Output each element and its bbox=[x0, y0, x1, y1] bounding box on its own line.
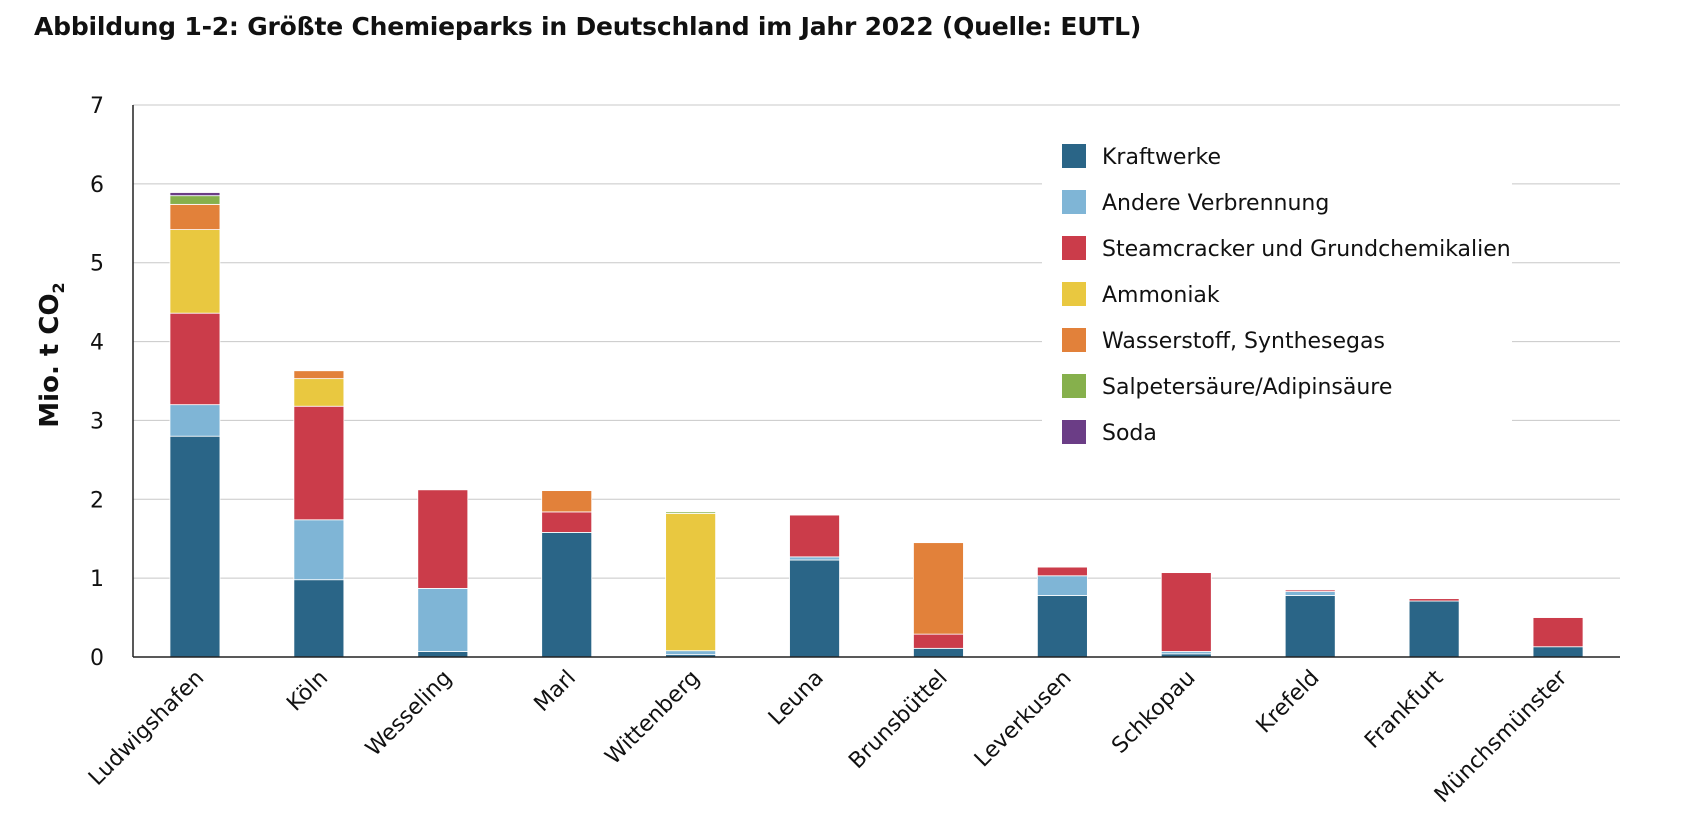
x-tick-label: Münchsmünster bbox=[1430, 665, 1573, 808]
bar-segment bbox=[541, 490, 593, 513]
y-tick-label: 2 bbox=[90, 488, 104, 513]
x-tick-label: Leverkusen bbox=[970, 666, 1077, 773]
bar-segment bbox=[1532, 646, 1584, 658]
bar-segment bbox=[665, 650, 717, 656]
bar-segment bbox=[1284, 589, 1336, 592]
legend-label: Salpetersäure/Adipinsäure bbox=[1102, 375, 1392, 400]
x-tick-label: Wittenberg bbox=[601, 666, 705, 770]
bar-segment bbox=[1408, 598, 1460, 602]
legend-swatch bbox=[1062, 236, 1086, 260]
legend-swatch bbox=[1062, 328, 1086, 352]
bar-segment bbox=[417, 587, 469, 652]
x-tick-label: Marl bbox=[530, 666, 581, 717]
y-tick-label: 0 bbox=[90, 646, 104, 671]
bar-segment bbox=[789, 556, 840, 561]
x-tick-label: Krefeld bbox=[1252, 666, 1325, 739]
bar-segment bbox=[169, 203, 221, 230]
x-tick-label: Brunsbüttel bbox=[844, 666, 952, 774]
x-tick-label: Ludwigshafen bbox=[84, 666, 209, 791]
x-tick-label: Schkopau bbox=[1107, 666, 1200, 759]
legend-swatch bbox=[1062, 420, 1086, 444]
bar-segment bbox=[1160, 572, 1212, 652]
bar-segment bbox=[1036, 566, 1088, 577]
legend-background bbox=[1042, 122, 1512, 454]
legend-label: Steamcracker und Grundchemikalien bbox=[1102, 237, 1511, 262]
legend-label: Andere Verbrennung bbox=[1102, 191, 1329, 216]
y-tick-label: 5 bbox=[90, 252, 104, 277]
bars bbox=[169, 192, 1584, 658]
bar-segment bbox=[1284, 591, 1336, 596]
x-tick-label: Leuna bbox=[764, 666, 829, 731]
bar-segment bbox=[293, 370, 345, 380]
legend-label: Soda bbox=[1102, 421, 1157, 446]
y-tick-label: 1 bbox=[90, 567, 104, 592]
bar-segment bbox=[789, 559, 840, 658]
bar-segment bbox=[541, 511, 593, 533]
bar-segment bbox=[417, 489, 469, 589]
legend-swatch bbox=[1062, 144, 1086, 168]
bar-segment bbox=[169, 312, 221, 406]
bar-segment bbox=[169, 404, 221, 437]
bar-segment bbox=[169, 229, 221, 314]
y-tick-label: 3 bbox=[90, 409, 104, 434]
legend-swatch bbox=[1062, 282, 1086, 306]
bar-segment bbox=[1532, 617, 1584, 648]
bar-segment bbox=[1036, 595, 1088, 658]
bar-segment bbox=[913, 647, 964, 658]
bar-segment bbox=[913, 542, 964, 635]
legend-swatch bbox=[1062, 190, 1086, 214]
bar-segment bbox=[665, 511, 717, 514]
bar-segment bbox=[293, 519, 345, 581]
y-tick-label: 6 bbox=[90, 173, 104, 198]
bar-segment bbox=[293, 405, 345, 521]
bar-segment bbox=[789, 514, 840, 558]
bar-segment bbox=[293, 378, 345, 407]
x-tick-label: Köln bbox=[282, 666, 333, 717]
bar-segment bbox=[1284, 595, 1336, 658]
bar-segment bbox=[417, 651, 469, 658]
legend-label: Kraftwerke bbox=[1102, 145, 1221, 170]
y-axis-label: Mio. t CO2 bbox=[35, 282, 68, 427]
chart-title: Abbildung 1-2: Größte Chemieparks in Deu… bbox=[34, 12, 1142, 41]
bar-segment bbox=[169, 192, 221, 197]
bar-segment bbox=[665, 513, 717, 652]
bar-segment bbox=[169, 435, 221, 658]
bar-segment bbox=[169, 195, 221, 205]
legend-label: Ammoniak bbox=[1102, 283, 1220, 308]
bar-segment bbox=[913, 633, 964, 649]
x-tick-label: Frankfurt bbox=[1360, 665, 1448, 753]
y-tick-label: 4 bbox=[90, 331, 104, 356]
bar-segment bbox=[1408, 600, 1460, 658]
bar-segment bbox=[1036, 575, 1088, 596]
legend-label: Wasserstoff, Synthesegas bbox=[1102, 329, 1385, 354]
bar-segment bbox=[541, 532, 593, 658]
legend: Kraftwerke Andere Verbrennung Steamcracker… bbox=[1042, 122, 1512, 454]
x-tick-label: Wesseling bbox=[361, 666, 457, 762]
bar-segment bbox=[293, 579, 345, 658]
legend-swatch bbox=[1062, 374, 1086, 398]
y-tick-label: 7 bbox=[90, 94, 104, 119]
